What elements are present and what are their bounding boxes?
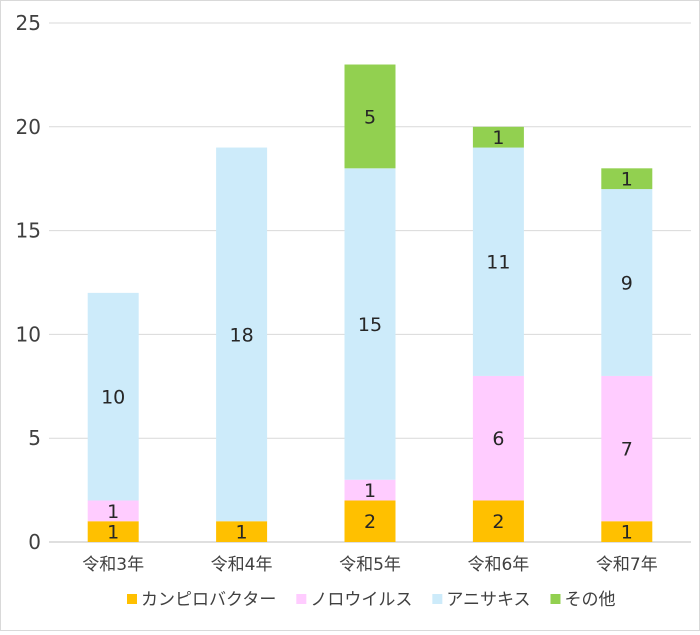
legend-label: ノロウイルス <box>310 590 412 610</box>
x-axis-category-labels: 令和3年 令和4年 令和5年 令和6年 令和7年 <box>82 555 657 575</box>
data-label: 6 <box>492 428 504 450</box>
bar-segment <box>344 64 396 169</box>
legend-label: アニサキス <box>446 590 530 610</box>
data-label: 1 <box>621 522 633 544</box>
legend-label: カンピロバクター <box>141 590 276 610</box>
data-label: 18 <box>230 324 254 346</box>
legend-item: その他 <box>550 590 615 610</box>
x-category-label: 令和4年 <box>211 555 273 575</box>
legend-swatch <box>127 594 137 604</box>
legend-swatch <box>550 594 561 604</box>
x-category-label: 令和7年 <box>596 555 658 575</box>
y-axis-tick-labels: 0 5 10 15 20 25 <box>16 11 41 554</box>
bar-segment <box>216 521 268 542</box>
data-label: 2 <box>492 511 504 533</box>
x-category-label: 令和3年 <box>82 555 144 575</box>
bar-segment <box>601 521 653 542</box>
data-label: 1 <box>107 501 119 523</box>
bar-segment <box>472 375 524 501</box>
y-tick-label: 10 <box>16 322 41 346</box>
legend-swatch <box>296 594 307 604</box>
data-label: 1 <box>492 127 504 149</box>
bars <box>87 64 653 542</box>
bar-segment <box>472 500 524 542</box>
y-tick-label: 25 <box>16 11 41 35</box>
bar-segment <box>601 189 653 376</box>
y-tick-label: 20 <box>16 115 41 139</box>
y-tick-label: 0 <box>28 530 41 554</box>
data-label: 1 <box>364 480 376 502</box>
data-label: 1 <box>236 522 248 544</box>
bar-segment <box>472 147 524 376</box>
data-label: 7 <box>621 439 633 461</box>
legend-label: その他 <box>564 590 615 610</box>
data-label: 15 <box>358 314 382 336</box>
y-tick-label: 5 <box>28 426 41 450</box>
bar-segment <box>87 292 139 501</box>
bar-segment <box>344 168 396 480</box>
bar-segment <box>344 500 396 542</box>
data-label: 1 <box>621 169 633 191</box>
data-label: 1 <box>107 522 119 544</box>
data-label: 2 <box>364 511 376 533</box>
bar-segment <box>87 521 139 542</box>
legend: カンピロバクター ノロウイルス アニサキス その他 <box>127 590 615 610</box>
legend-item: ノロウイルス <box>296 590 412 610</box>
bar-segment <box>472 126 524 148</box>
data-label: 11 <box>486 252 510 274</box>
bar-segment <box>216 147 268 522</box>
data-label: 5 <box>364 106 376 128</box>
x-category-label: 令和5年 <box>339 555 401 575</box>
x-category-label: 令和6年 <box>467 555 529 575</box>
data-label: 10 <box>101 387 125 409</box>
bar-segment <box>87 500 139 522</box>
bar-segment <box>601 375 653 522</box>
data-label: 9 <box>621 273 633 295</box>
legend-item: アニサキス <box>432 590 530 610</box>
bar-segment <box>344 479 396 501</box>
bar-segment <box>601 168 653 190</box>
legend-swatch <box>432 594 443 604</box>
y-tick-label: 15 <box>16 219 41 243</box>
legend-item: カンピロバクター <box>127 590 276 610</box>
